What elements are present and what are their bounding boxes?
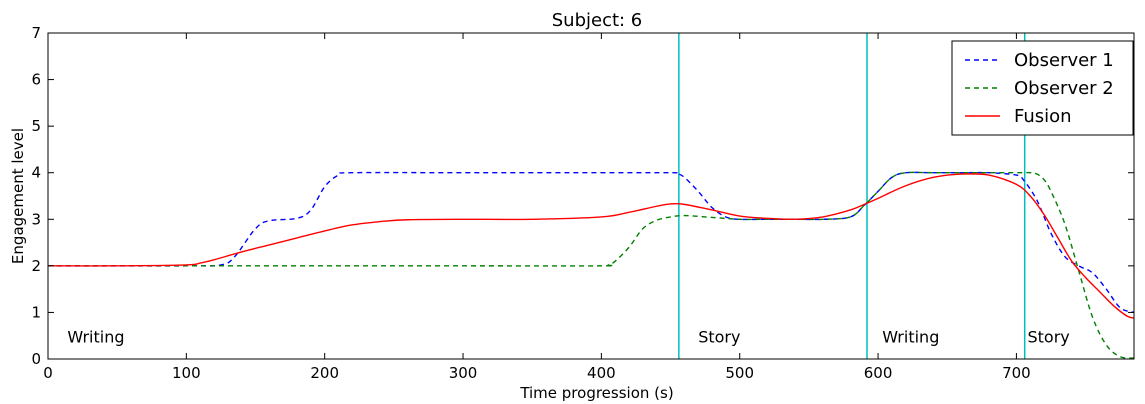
series-lines: [47, 171, 1135, 359]
x-axis-label: Time progression (s): [519, 384, 673, 402]
plot-area-frame: [47, 32, 1135, 360]
y-tick-label-6: 6: [31, 71, 41, 89]
y-tick-label-1: 1: [31, 303, 41, 321]
x-tick-label-600: 600: [864, 364, 893, 382]
phase-annotation-1: Writing: [67, 328, 124, 347]
y-axis-label: Engagement level: [9, 128, 27, 264]
x-tick-label-0: 0: [43, 364, 53, 382]
x-tick-label-400: 400: [587, 364, 616, 382]
legend-label-3: Fusion: [1014, 106, 1072, 127]
y-tick-label-0: 0: [31, 350, 41, 368]
y-tick-label-4: 4: [31, 164, 41, 182]
x-tick-label-700: 700: [1002, 364, 1031, 382]
phase-annotation-4: Story: [1027, 328, 1069, 347]
legend-label-1: Observer 1: [1014, 50, 1114, 71]
y-tick-label-5: 5: [31, 117, 41, 135]
legend: Observer 1 Observer 2 Fusion: [951, 40, 1134, 136]
phase-annotation-3: Writing: [882, 328, 939, 347]
y-tick-label-7: 7: [31, 24, 41, 42]
series-line-fusion: [47, 173, 1135, 319]
phase-annotations: Writing Story Writing Story: [67, 328, 1069, 347]
y-tick-label-3: 3: [31, 210, 41, 228]
legend-box: [951, 40, 1134, 136]
y-tick-label-2: 2: [31, 257, 41, 275]
chart-title: Subject: 6: [552, 10, 643, 31]
x-tick-label-100: 100: [172, 364, 201, 382]
series-line-observer-1: [47, 171, 1135, 314]
x-tick-label-200: 200: [310, 364, 339, 382]
phase-annotation-2: Story: [698, 328, 740, 347]
x-tick-label-300: 300: [449, 364, 478, 382]
legend-label-2: Observer 2: [1014, 78, 1114, 99]
axis-ticks: 0 100 200 300 400 500 600 700 0 1 2 3 4 5 6 7: [31, 24, 1134, 382]
x-tick-label-500: 500: [725, 364, 754, 382]
series-line-observer-2: [48, 171, 1135, 359]
